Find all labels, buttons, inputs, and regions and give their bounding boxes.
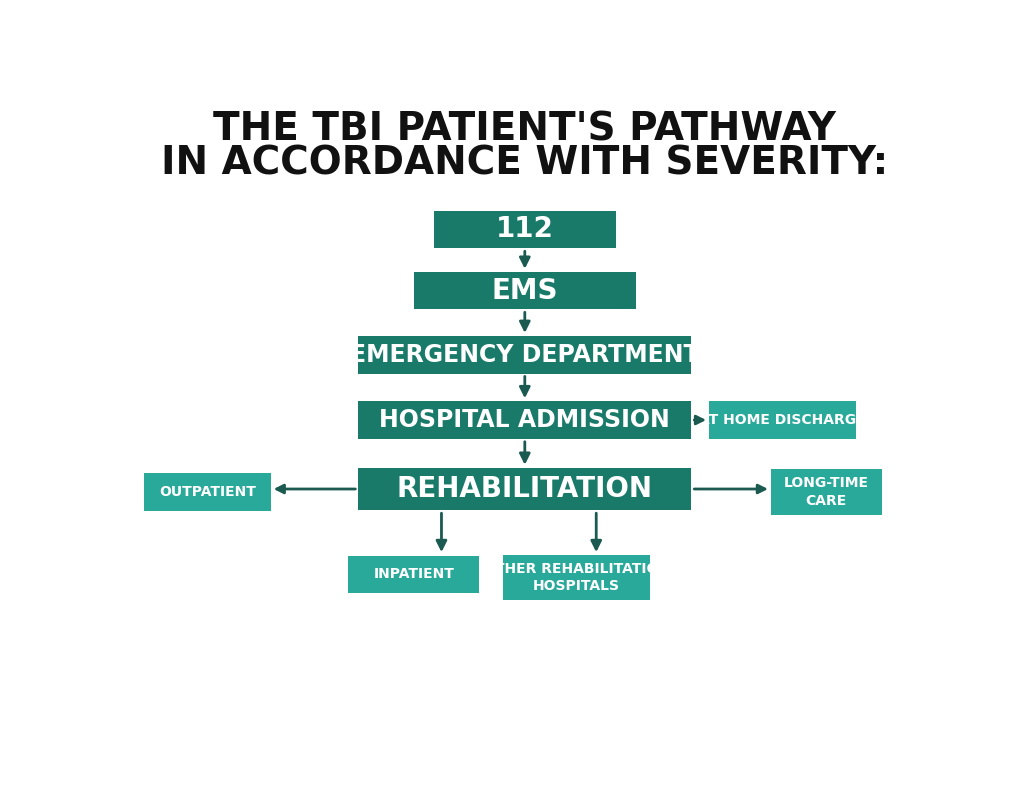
FancyBboxPatch shape xyxy=(710,401,856,439)
Text: IN ACCORDANCE WITH SEVERITY:: IN ACCORDANCE WITH SEVERITY: xyxy=(161,144,889,182)
Text: THE TBI PATIENT'S PATHWAY: THE TBI PATIENT'S PATHWAY xyxy=(213,110,837,148)
Text: INPATIENT: INPATIENT xyxy=(374,568,454,581)
Text: EMERGENCY DEPARTMENT: EMERGENCY DEPARTMENT xyxy=(350,343,699,366)
FancyBboxPatch shape xyxy=(414,272,636,309)
FancyBboxPatch shape xyxy=(771,469,882,515)
FancyBboxPatch shape xyxy=(433,211,616,248)
FancyBboxPatch shape xyxy=(358,468,691,511)
FancyBboxPatch shape xyxy=(358,401,691,439)
Text: HOSPITAL ADMISSION: HOSPITAL ADMISSION xyxy=(380,408,670,432)
Text: AT HOME DISCHARGE: AT HOME DISCHARGE xyxy=(699,413,866,427)
Text: 112: 112 xyxy=(496,216,554,243)
Text: EMS: EMS xyxy=(492,277,558,305)
Text: LONG-TIME
CARE: LONG-TIME CARE xyxy=(783,477,869,508)
FancyBboxPatch shape xyxy=(143,473,270,511)
Text: OTHER REHABILITATION
HOSPITALS: OTHER REHABILITATION HOSPITALS xyxy=(483,562,670,593)
FancyBboxPatch shape xyxy=(503,554,650,600)
Text: OUTPATIENT: OUTPATIENT xyxy=(159,485,256,499)
Text: REHABILITATION: REHABILITATION xyxy=(396,475,653,503)
FancyBboxPatch shape xyxy=(348,556,479,593)
FancyBboxPatch shape xyxy=(358,335,691,374)
